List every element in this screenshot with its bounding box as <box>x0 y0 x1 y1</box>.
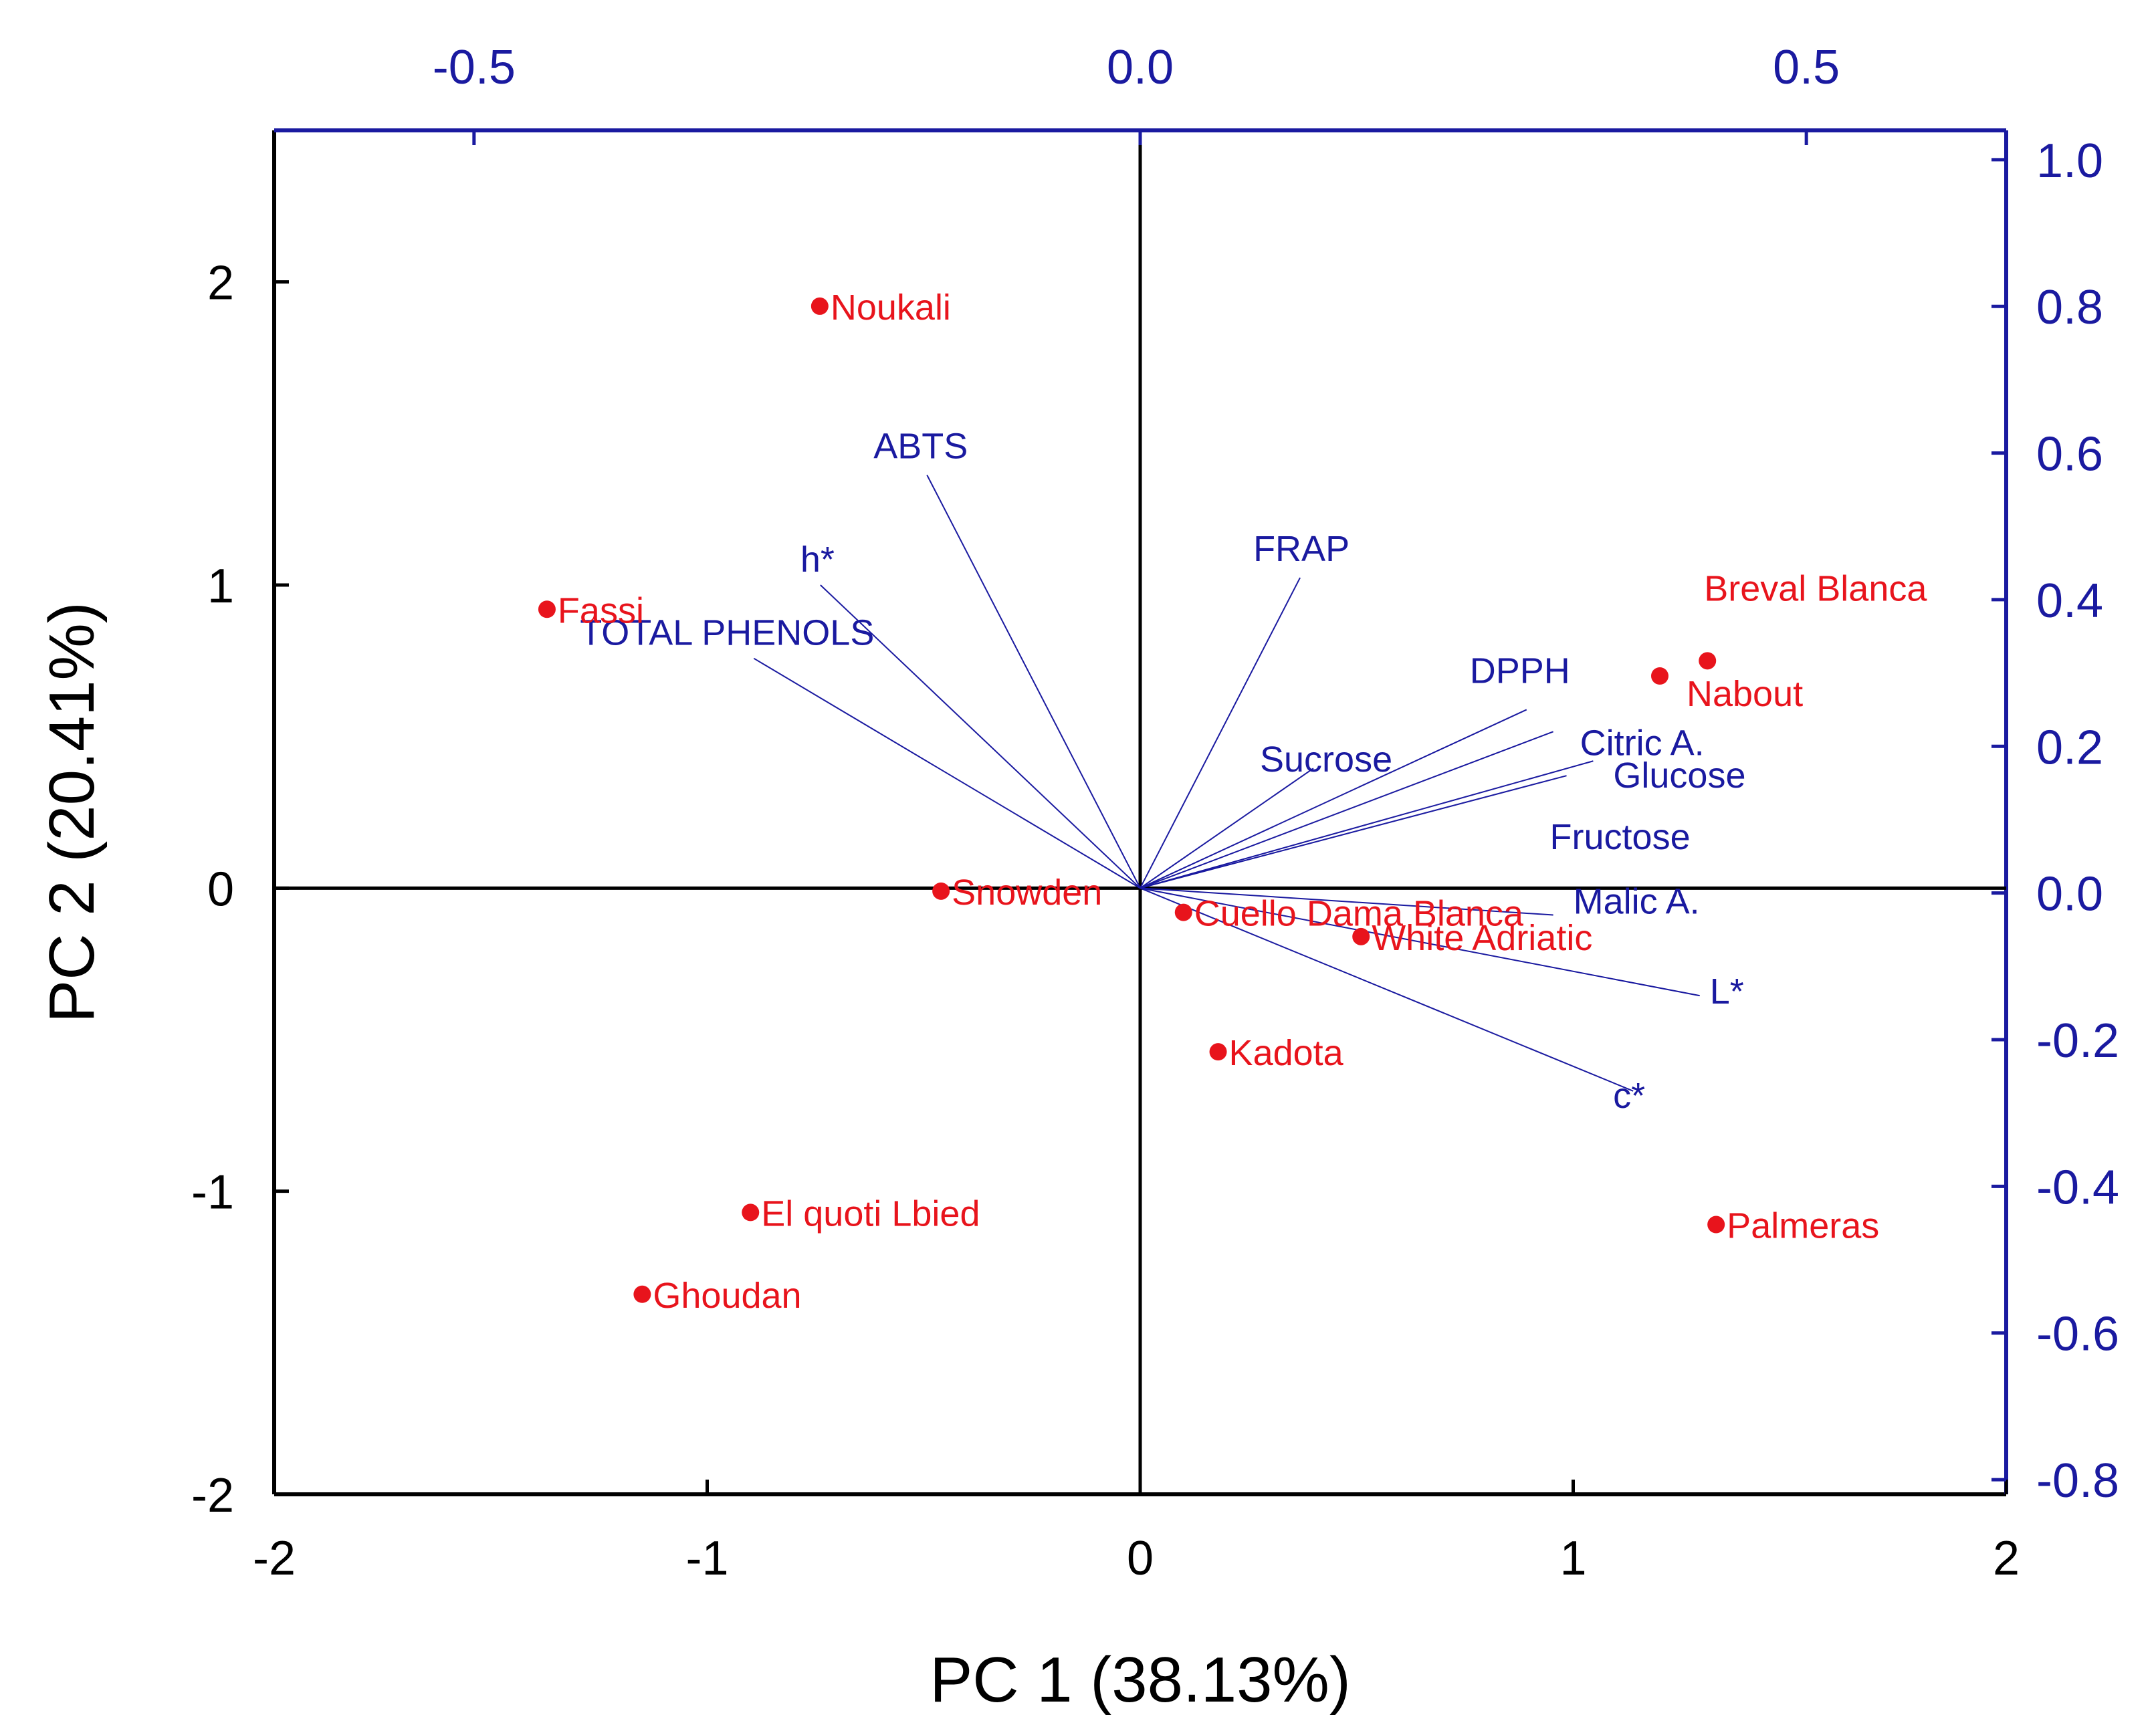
score-point-breval-blanca <box>1699 652 1717 670</box>
loading-label-c: c* <box>1613 1076 1645 1116</box>
loading-vector-malic-a <box>1140 887 1553 916</box>
loading-vector-sucrose <box>1140 768 1314 889</box>
right-tick-label: 1.0 <box>2036 134 2103 188</box>
score-point-ghoudan <box>633 1285 651 1303</box>
loading-label-fructose: Fructose <box>1550 817 1691 857</box>
loading-vector-total-phenols <box>753 657 1141 889</box>
right-tick-label: -0.6 <box>2036 1308 2119 1361</box>
loading-vector-fructose <box>1140 775 1567 889</box>
loading-vector-glucose <box>1140 760 1594 889</box>
score-label-fassi: Fassi <box>558 590 644 630</box>
score-point-fassi <box>538 600 556 618</box>
score-point-snowden <box>932 882 950 900</box>
score-label-el-quoti-lbied: El quoti Lbied <box>761 1193 980 1234</box>
score-point-noukali <box>811 297 829 315</box>
score-label-noukali: Noukali <box>831 287 951 328</box>
loading-label-abts: ABTS <box>873 426 968 466</box>
right-tick-label: 0.2 <box>2036 721 2103 774</box>
top-tick-label: 0.0 <box>1107 41 1174 94</box>
loading-label-sucrose: Sucrose <box>1260 739 1392 780</box>
score-point-palmeras <box>1707 1216 1725 1234</box>
right-tick-label: 0.6 <box>2036 428 2103 481</box>
loading-label-total-phenols: TOTAL PHENOLS <box>580 613 874 653</box>
right-tick-label: -0.2 <box>2036 1014 2119 1068</box>
loading-label-frap: FRAP <box>1253 529 1350 569</box>
right-tick-label: -0.4 <box>2036 1161 2119 1214</box>
x-axis-title: PC 1 (38.13%) <box>930 1644 1351 1716</box>
loading-vector-c <box>1140 887 1634 1092</box>
right-tick-label: 0.0 <box>2036 868 2103 921</box>
score-label-white-adriatic: White Adriatic <box>1372 918 1592 958</box>
x-tick-label: -1 <box>685 1532 728 1585</box>
x-tick-label: -2 <box>253 1532 296 1585</box>
x-tick-label: 1 <box>1559 1532 1586 1585</box>
loading-label-h: h* <box>800 540 835 580</box>
score-label-palmeras: Palmeras <box>1727 1206 1879 1246</box>
x-tick-label: 2 <box>1993 1532 2020 1585</box>
score-point-el-quoti-lbied <box>742 1203 760 1222</box>
loading-label-l: L* <box>1710 971 1744 1012</box>
loading-label-dpph: DPPH <box>1470 651 1570 691</box>
score-label-cuello-dama-blanca: Cuello Dama Blanca <box>1194 894 1524 934</box>
y-tick-label: 1 <box>207 560 234 613</box>
y-tick-label: -1 <box>191 1166 234 1220</box>
score-label-breval-blanca: Breval Blanca <box>1704 568 1927 608</box>
y-axis-title: PC 2 (20.41%) <box>36 602 108 1023</box>
top-tick-label: -0.5 <box>433 41 516 94</box>
loading-vector-citric-a <box>1140 731 1553 889</box>
y-tick-label: -2 <box>191 1469 234 1522</box>
y-tick-label: 2 <box>207 257 234 310</box>
score-point-white-adriatic <box>1352 927 1370 945</box>
loading-label-malic-a: Malic A. <box>1574 882 1700 922</box>
right-tick-label: 0.4 <box>2036 574 2103 628</box>
score-label-nabout: Nabout <box>1687 674 1803 714</box>
score-label-snowden: Snowden <box>952 873 1102 913</box>
loading-label-glucose: Glucose <box>1613 756 1745 796</box>
loading-vector-frap <box>1140 577 1301 889</box>
score-label-ghoudan: Ghoudan <box>653 1276 801 1316</box>
score-label-kadota: Kadota <box>1229 1033 1344 1073</box>
top-tick-label: 0.5 <box>1773 41 1840 94</box>
loading-label-citric-a: Citric A. <box>1580 723 1705 763</box>
y-tick-label: 0 <box>207 862 234 916</box>
loading-vector-dpph <box>1140 709 1527 889</box>
loading-vector-l <box>1140 887 1700 997</box>
score-point-nabout <box>1651 667 1668 685</box>
loading-vector-h <box>820 584 1141 889</box>
loading-vector-abts <box>926 475 1141 889</box>
x-tick-label: 0 <box>1127 1532 1154 1585</box>
right-tick-label: 0.8 <box>2036 281 2103 334</box>
right-tick-label: -0.8 <box>2036 1454 2119 1508</box>
score-point-cuello-dama-blanca <box>1174 903 1192 921</box>
score-point-kadota <box>1209 1043 1227 1061</box>
